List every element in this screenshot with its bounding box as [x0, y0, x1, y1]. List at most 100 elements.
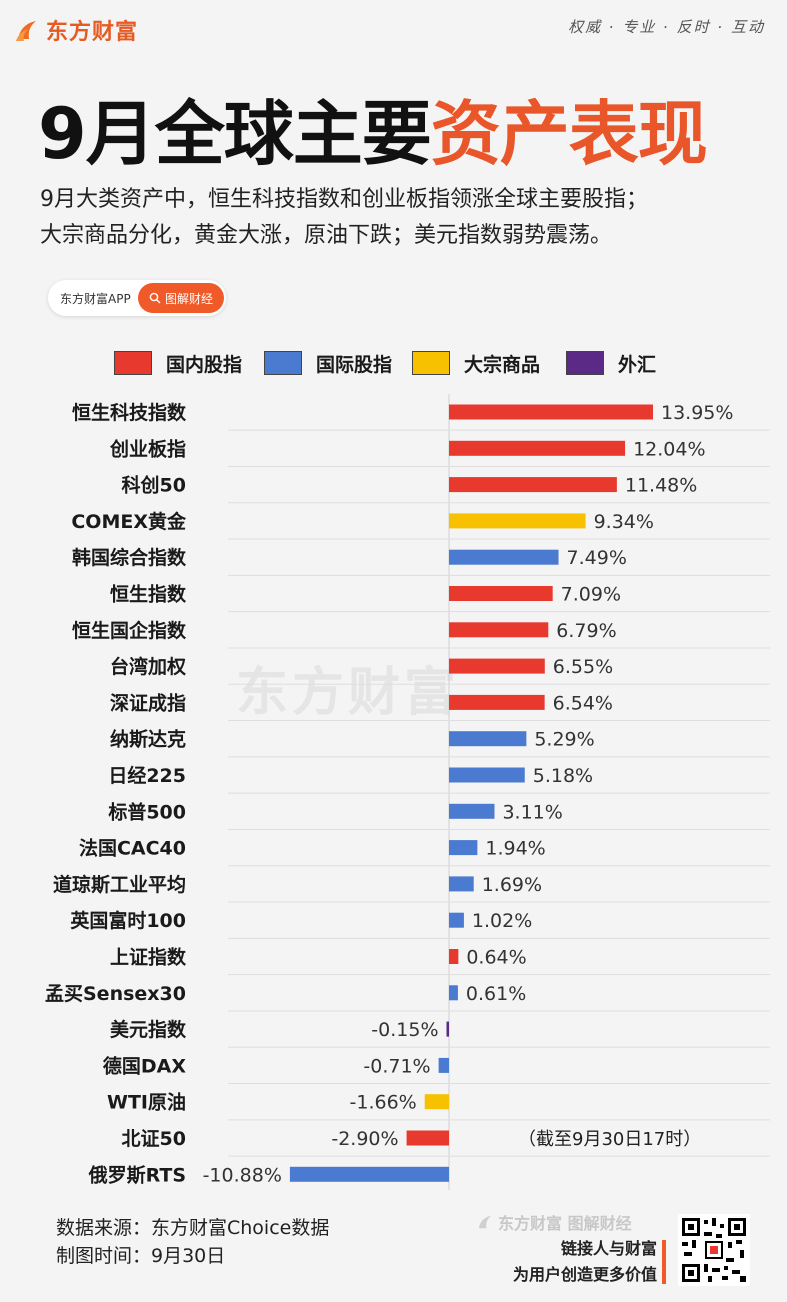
tagline-2: 为用户创造更多价值 [512, 1265, 657, 1284]
legend-swatch [264, 351, 302, 375]
page-title: 9月全球主要资产表现 [38, 78, 708, 179]
category-label: 纳斯达克 [110, 728, 186, 751]
app-search-pill[interactable]: 东方财富APP 图解财经 [48, 280, 226, 316]
legend-swatch [566, 351, 604, 375]
bar [449, 440, 626, 456]
search-button[interactable]: 图解财经 [138, 283, 224, 313]
value-label: 1.69% [482, 874, 542, 896]
value-label: 5.18% [533, 765, 593, 787]
bar [449, 949, 459, 964]
category-label: 日经225 [108, 764, 186, 787]
brand-flame-icon [478, 1215, 492, 1229]
value-label: 0.61% [466, 983, 526, 1005]
value-label: 6.54% [553, 692, 613, 714]
legend-item-domestic: 国内股指 [114, 348, 242, 378]
value-label: 7.09% [561, 584, 621, 606]
slogan: 权威 · 专业 · 反时 · 互动 [568, 18, 765, 36]
legend-item-commodity: 大宗商品 [412, 348, 540, 378]
value-label: -10.88% [203, 1164, 282, 1186]
value-label: -0.71% [363, 1055, 430, 1077]
legend-label: 大宗商品 [464, 353, 541, 376]
legend-swatch [114, 351, 152, 375]
brand-logo: 东方财富 [14, 14, 138, 46]
bar [406, 1130, 449, 1146]
category-label: 韩国综合指数 [72, 546, 187, 569]
value-label: 1.02% [472, 910, 532, 932]
bar [449, 876, 474, 892]
bar [449, 840, 478, 856]
bar [449, 985, 458, 1001]
chart-date: 制图时间：9月30日 [56, 1245, 226, 1267]
brand-name: 东方财富 [46, 20, 139, 45]
legend-label: 国际股指 [316, 353, 393, 376]
search-button-label: 图解财经 [164, 291, 213, 306]
legend-swatch [412, 351, 450, 375]
app-name: 东方财富APP [60, 292, 131, 306]
header: 东方财富 权威 · 专业 · 反时 · 互动 [0, 0, 787, 60]
bar [449, 658, 545, 674]
bar [449, 586, 553, 601]
value-label: -1.66% [350, 1092, 417, 1114]
footer-tagline: 链接人与财富 为用户创造更多价值 [513, 1236, 657, 1288]
search-icon [149, 292, 161, 304]
value-label: 6.55% [553, 656, 613, 678]
value-label: 1.94% [485, 838, 545, 860]
category-label: 台湾加权 [110, 655, 186, 678]
value-label: 13.95% [661, 402, 733, 424]
value-label: 12.04% [633, 438, 705, 460]
category-label: 上证指数 [110, 946, 187, 969]
value-label: 9.34% [594, 511, 654, 533]
bar [449, 404, 653, 420]
category-label: 英国富时100 [70, 909, 186, 932]
category-label: COMEX黄金 [71, 510, 187, 533]
value-label: 11.48% [625, 475, 697, 497]
footer-brand-text: 东方财富 图解财经 [498, 1214, 632, 1233]
value-label: -2.90% [331, 1128, 398, 1150]
legend-item-forex: 外汇 [566, 348, 656, 378]
category-label: 法国CAC40 [79, 837, 186, 860]
category-label: 北证50 [122, 1128, 186, 1150]
bar [449, 513, 586, 529]
legend-label: 国内股指 [166, 353, 243, 376]
tagline-1: 链接人与财富 [560, 1239, 657, 1258]
value-label: -0.15% [371, 1019, 438, 1041]
value-label: 6.79% [556, 620, 616, 642]
intro-text: 9月大类资产中，恒生科技指数和创业板指领涨全球主要股指； 大宗商品分化，黄金大涨… [40, 182, 760, 254]
category-label: 俄罗斯RTS [88, 1163, 186, 1186]
intro-line-1: 9月大类资产中，恒生科技指数和创业板指领涨全球主要股指； [40, 187, 648, 212]
value-label: 3.11% [502, 801, 562, 823]
title-black: 9月全球主要 [38, 93, 432, 175]
chart-note: （截至9月30日17时） [518, 1129, 701, 1150]
category-label: 标普500 [108, 800, 186, 823]
brand-flame-icon [16, 21, 36, 41]
category-label: 科创50 [122, 474, 186, 497]
footer-info: 数据来源：东方财富Choice数据 制图时间：9月30日 [56, 1214, 329, 1270]
legend-item-international: 国际股指 [264, 348, 392, 378]
category-label: 创业板指 [109, 437, 186, 460]
bar [449, 549, 559, 565]
bar [438, 1057, 449, 1073]
bar [449, 731, 527, 747]
qr-code-icon[interactable] [678, 1214, 750, 1286]
category-label: 美元指数 [110, 1018, 187, 1041]
footer-accent-bar [662, 1240, 666, 1284]
bar [424, 1094, 449, 1110]
bar-chart: 恒生科技指数 13.95% 创业板指 12.04% 科创50 11.48% COMEX黄金 9… [45, 394, 770, 1190]
bar [449, 477, 617, 493]
data-source: 数据来源：东方财富Choice数据 [56, 1217, 330, 1239]
bar [446, 1021, 449, 1037]
bar [449, 912, 464, 928]
value-label: 5.29% [534, 729, 594, 751]
bar [289, 1166, 449, 1182]
category-label: 恒生指数 [110, 583, 187, 606]
category-label: 恒生国企指数 [72, 619, 187, 642]
category-label: 深证成指 [110, 691, 186, 714]
legend-label: 外汇 [618, 353, 657, 376]
bar [449, 694, 545, 710]
bar [449, 803, 495, 819]
category-label: WTI原油 [107, 1092, 186, 1114]
footer-brand: 东方财富 图解财经 [476, 1210, 632, 1234]
category-label: 孟买Sensex30 [45, 983, 186, 1005]
value-label: 7.49% [567, 547, 627, 569]
title-orange: 资产表现 [430, 93, 708, 175]
